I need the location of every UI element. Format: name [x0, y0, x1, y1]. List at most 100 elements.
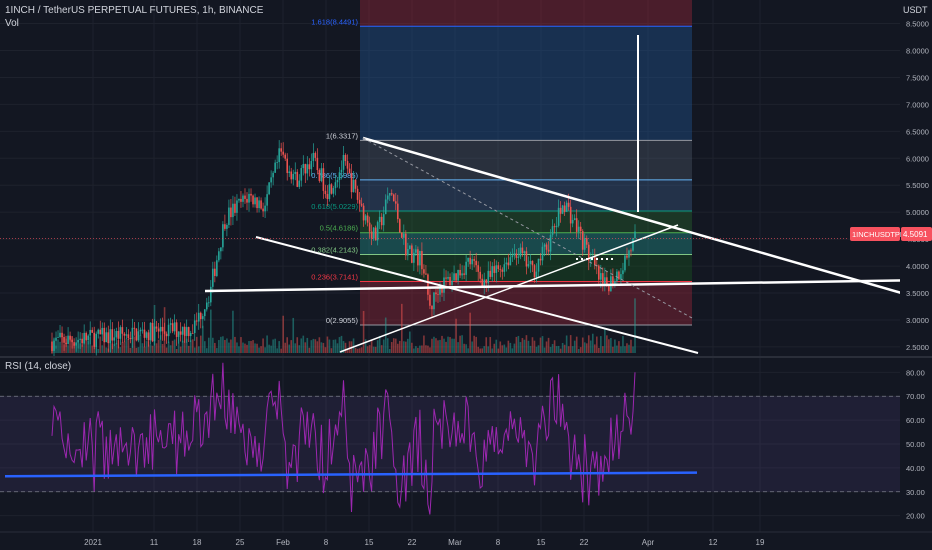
candle-body	[173, 322, 176, 332]
price-tick-label: 8.0000	[906, 47, 929, 56]
candle-body	[272, 172, 274, 178]
volume-bar	[173, 339, 176, 353]
volume-bar	[525, 335, 528, 353]
candle-body	[388, 193, 391, 196]
candle-body	[407, 249, 409, 256]
volume-bar	[467, 348, 469, 353]
candle-body	[262, 208, 264, 212]
candle-body	[405, 233, 407, 256]
volume-bar	[205, 348, 208, 353]
fib-zone-top	[360, 0, 692, 27]
candle-body	[469, 257, 471, 265]
rsi-trend-line	[4, 471, 698, 478]
volume-bar	[614, 339, 616, 353]
trend-drawings[interactable]	[204, 35, 932, 354]
time-axis[interactable]: 2021 11 18 25 Feb 8 15 22 Mar 8 15 22 Apr 12 19	[0, 531, 932, 547]
candle-body	[258, 200, 260, 209]
volume-bar	[314, 339, 317, 353]
candle-body	[336, 180, 339, 183]
symbol-title: 1INCH / TetherUS PERPETUAL FUTURES, 1h, …	[5, 5, 264, 16]
volume-bar	[549, 347, 552, 353]
candle-body	[503, 264, 506, 272]
volume-bar	[501, 345, 504, 353]
candle-body	[189, 333, 192, 337]
volume-bar	[537, 345, 540, 353]
candle-body	[455, 273, 457, 281]
volume-bar	[427, 345, 429, 353]
volume-bar	[187, 345, 190, 353]
candle-body	[352, 179, 355, 193]
upper-trend-line[interactable]	[362, 136, 906, 296]
candle-body	[471, 259, 473, 265]
volume-bar	[203, 341, 206, 353]
candle-body	[199, 312, 202, 320]
lower-channel-line[interactable]	[255, 236, 699, 354]
volume-bar	[579, 347, 582, 353]
volume-bar	[457, 342, 459, 353]
candle-body	[95, 333, 98, 347]
volume-bar	[447, 336, 449, 353]
fib-level-label: 0(2.9055)	[326, 316, 359, 325]
candle-body	[427, 274, 429, 295]
candle-body	[505, 262, 508, 265]
candle-body	[465, 261, 467, 275]
price-axis[interactable]: 8.5000 8.0000 7.5000 7.0000 6.5000 6.0000 5.50…	[900, 0, 932, 532]
candle-body	[569, 206, 572, 224]
candle-body	[177, 331, 180, 337]
candle-body	[608, 284, 610, 292]
candle-body	[396, 203, 399, 220]
candle-body	[316, 157, 319, 171]
volume-bar	[208, 337, 210, 353]
candle-body	[447, 276, 449, 279]
volume-bar	[181, 340, 184, 353]
rsi-line	[51, 362, 636, 515]
price-tick-label: 5.5000	[906, 181, 929, 190]
time-tick-label: 25	[236, 538, 245, 547]
candle-body	[266, 194, 268, 206]
volume-bar	[113, 344, 116, 353]
candle-body	[362, 205, 365, 221]
volume-bar	[161, 343, 164, 353]
candle-body	[83, 332, 85, 344]
volume-bar	[499, 341, 502, 353]
candle-body	[346, 161, 349, 169]
candle-body	[403, 233, 405, 238]
volume-bar	[370, 339, 373, 353]
candle-body	[437, 294, 439, 296]
ascending-support-line[interactable]	[339, 224, 679, 353]
candle-body	[374, 227, 377, 241]
price-tick-label: 3.5000	[906, 289, 929, 298]
volume-bar	[509, 342, 512, 353]
candle-body	[423, 269, 425, 274]
candle-body	[129, 338, 132, 340]
time-tick-label: 11	[150, 538, 159, 547]
candle-body	[145, 332, 148, 338]
volume-bar	[288, 344, 291, 353]
volume-bar	[364, 339, 367, 353]
price-tick-label: 6.5000	[906, 127, 929, 136]
rsi-tick-label: 20.00	[906, 512, 925, 521]
candle-body	[378, 216, 381, 223]
volume-bar	[270, 345, 272, 353]
candle-body	[443, 277, 445, 293]
volume-bar	[67, 345, 69, 353]
candle-body	[236, 200, 238, 213]
candle-body	[69, 335, 71, 340]
volume-bar	[463, 343, 465, 353]
volume-bar	[628, 344, 630, 353]
volume-bar	[521, 337, 524, 353]
candle-body	[260, 200, 262, 209]
price-tick-label: 4.0000	[906, 262, 929, 271]
horizontal-support-line[interactable]	[204, 278, 932, 293]
candle-body	[220, 247, 222, 252]
volume-bar	[157, 339, 160, 353]
volume-bar	[224, 340, 226, 353]
candle-body	[210, 286, 212, 303]
volume-bar	[342, 341, 345, 353]
candle-body	[358, 199, 361, 204]
volume-bar	[626, 343, 628, 353]
fibonacci-retracement[interactable]: 0(2.9055) 0.236(3.7141) 0.382(4.2143) 0.5(4…	[311, 0, 692, 326]
fib-level-label: 0.5(4.6186)	[320, 224, 359, 233]
candle-body	[495, 265, 498, 273]
